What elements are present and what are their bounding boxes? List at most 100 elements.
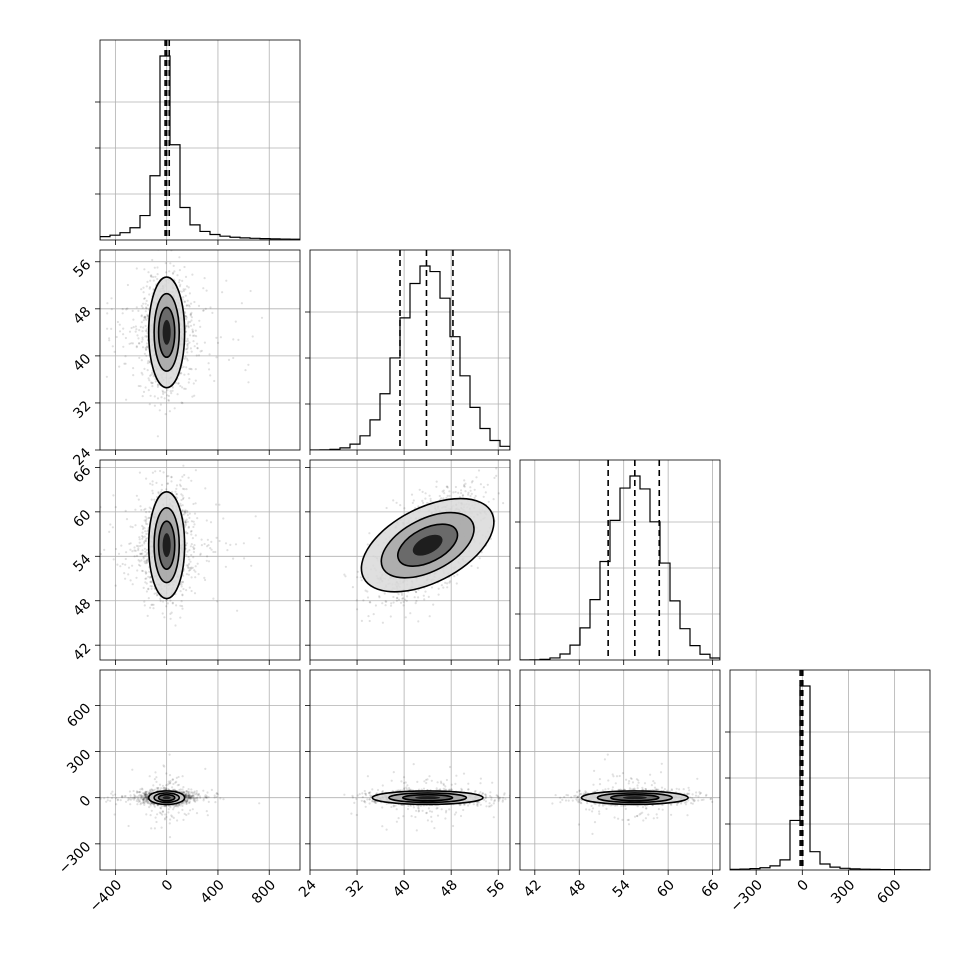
sample-point [176, 784, 179, 787]
sample-point [149, 482, 152, 485]
sample-point [144, 386, 147, 389]
sample-point [470, 492, 473, 495]
sample-point [180, 581, 183, 584]
sample-point [148, 287, 151, 290]
sample-point [214, 550, 217, 554]
sample-point [149, 585, 152, 588]
sample-point [135, 790, 138, 793]
sample-point [463, 483, 466, 486]
sample-point [141, 549, 144, 552]
sample-point [139, 797, 142, 800]
sample-point [190, 368, 193, 371]
sample-point [234, 320, 237, 323]
sample-point [218, 503, 221, 506]
density-contour-1 [153, 507, 181, 584]
sample-point [169, 617, 172, 620]
sample-point [149, 279, 152, 282]
sample-point [154, 470, 157, 473]
sample-point [192, 382, 195, 385]
sample-point [129, 798, 132, 801]
sample-point [143, 535, 146, 538]
sample-point [124, 336, 127, 340]
sample-point [260, 316, 264, 319]
sample-point [178, 279, 181, 282]
sample-point [131, 797, 134, 800]
sample-point [191, 330, 194, 333]
sample-point [224, 542, 228, 545]
sample-point [138, 471, 141, 474]
sample-point [203, 542, 206, 546]
sample-point [403, 507, 406, 510]
sample-point [150, 274, 153, 277]
sample-point [148, 379, 151, 382]
sample-point [182, 786, 185, 789]
sample-point [145, 813, 148, 816]
sample-point [141, 544, 144, 547]
sample-point [149, 580, 152, 584]
sample-point [156, 593, 159, 597]
sample-point [212, 597, 215, 600]
sample-point [190, 566, 193, 569]
sample-point [185, 589, 188, 592]
sample-point [169, 226, 171, 228]
sample-point [185, 797, 188, 800]
sample-point [142, 798, 145, 801]
sample-point [366, 590, 369, 593]
sample-point [189, 367, 192, 370]
sample-point [206, 538, 209, 541]
sample-point [145, 590, 148, 593]
sample-point [137, 795, 140, 798]
sample-point [189, 324, 193, 327]
sample-point [186, 509, 189, 513]
sample-point [138, 536, 141, 539]
sample-point [116, 798, 120, 801]
sample-point [202, 797, 205, 800]
sample-point [401, 597, 404, 600]
sample-point [150, 788, 153, 792]
sample-point [140, 304, 143, 307]
sample-point [424, 590, 427, 593]
sample-point [166, 482, 169, 485]
sample-point [123, 572, 126, 575]
sample-point [172, 816, 175, 820]
sample-point [150, 498, 153, 501]
sample-point [366, 543, 369, 546]
sample-point [461, 494, 464, 497]
sample-point [194, 368, 197, 371]
sample-point [138, 560, 141, 563]
sample-point [185, 318, 188, 321]
sample-point [179, 504, 183, 507]
sample-point [185, 488, 188, 491]
sample-point [145, 330, 148, 333]
sample-point [429, 497, 432, 500]
sample-point [184, 519, 187, 522]
sample-point [199, 796, 202, 800]
sample-point [471, 480, 474, 483]
sample-point [92, 578, 94, 580]
sample-point [194, 565, 197, 568]
sample-point [368, 601, 371, 604]
sample-point [175, 492, 178, 496]
sample-point [127, 566, 131, 569]
sample-point [145, 510, 148, 514]
sample-point [199, 553, 202, 557]
sample-point [186, 511, 189, 514]
sample-point [180, 372, 183, 375]
sample-point [140, 321, 143, 324]
sample-point [140, 340, 143, 343]
sample-point [208, 353, 211, 356]
sample-point [165, 599, 168, 602]
sample-point [209, 547, 212, 550]
sample-point [409, 612, 412, 615]
sample-point [155, 820, 158, 824]
sample-point [146, 336, 149, 339]
sample-point [183, 387, 186, 390]
sample-point [492, 498, 495, 501]
sample-point [186, 532, 189, 535]
sample-point [184, 801, 188, 804]
sample-point [140, 569, 144, 572]
sample-point [378, 595, 381, 598]
sample-point [139, 505, 142, 508]
sample-point [168, 270, 171, 273]
sample-point [116, 563, 119, 566]
